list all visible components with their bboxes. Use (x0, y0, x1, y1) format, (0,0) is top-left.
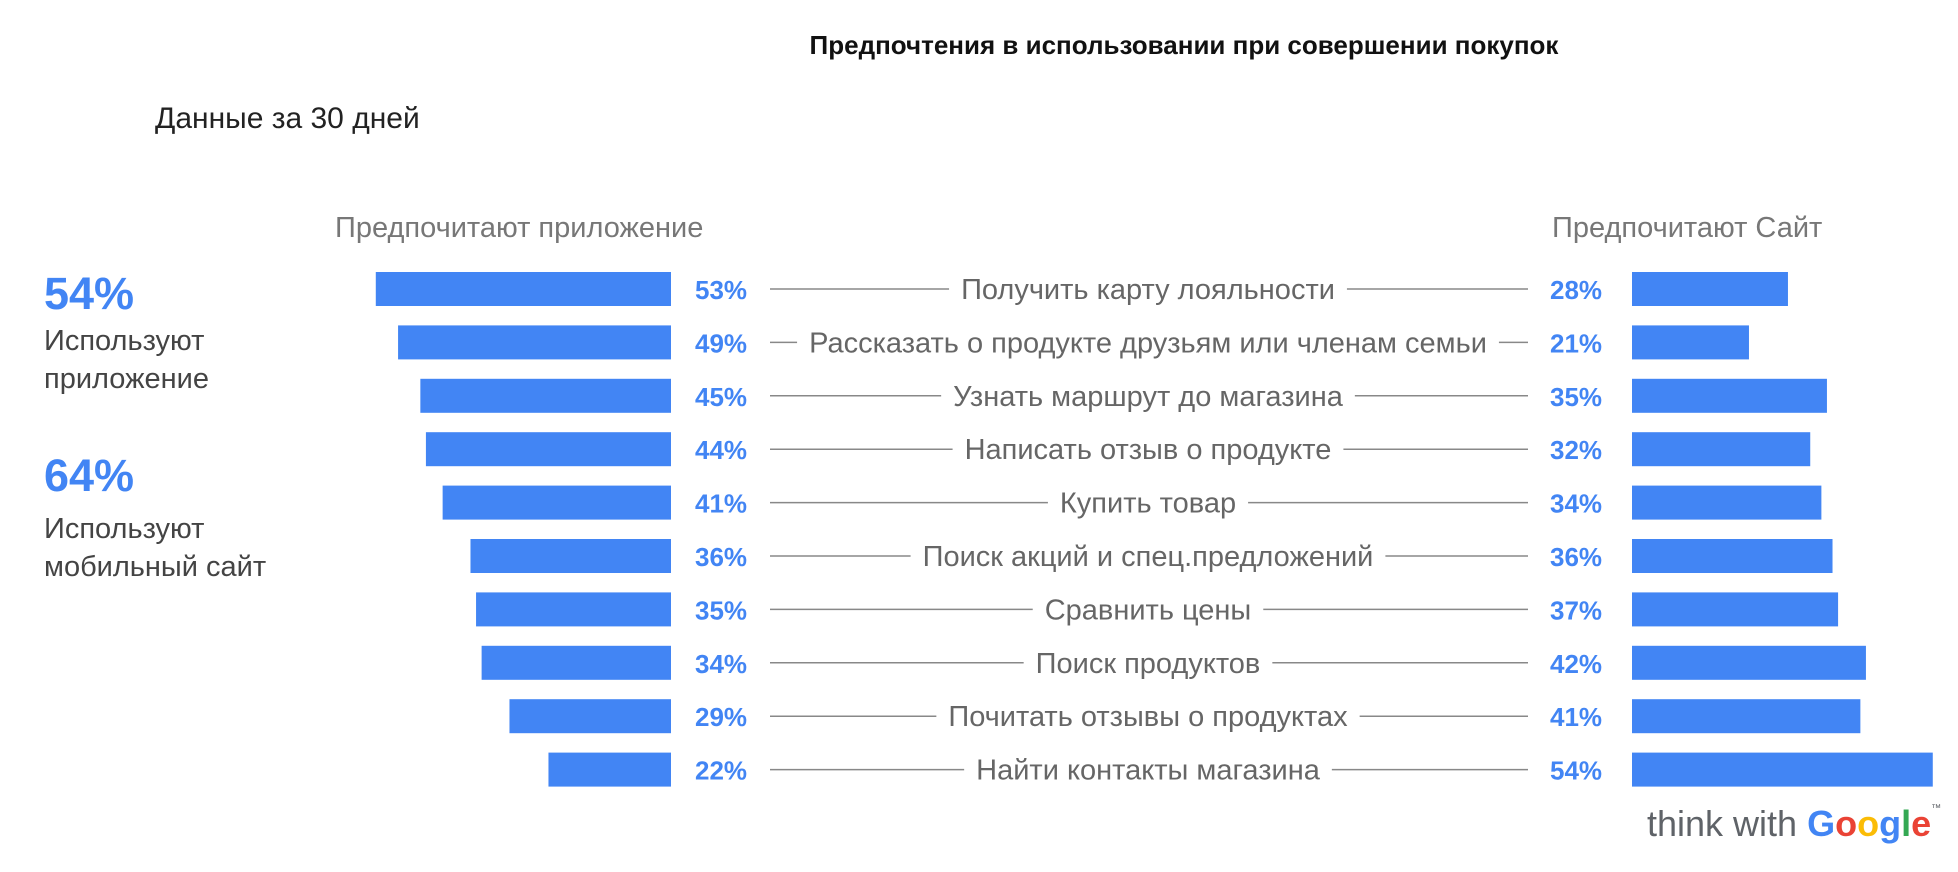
logo-google: Google (1807, 803, 1931, 844)
category-label: Купить товар (1060, 488, 1236, 520)
site-preference-value-label: 28% (1550, 275, 1602, 305)
app-preference-bar (375, 272, 671, 306)
category-label: Сравнить цены (1045, 594, 1252, 626)
site-preference-value-label: 36% (1550, 542, 1602, 572)
site-preference-bar (1632, 325, 1749, 360)
site-preference-value-label: 32% (1550, 435, 1602, 465)
site-preference-bar (1632, 752, 1933, 787)
category-label: Поиск продуктов (1036, 648, 1261, 680)
app-preference-value-label: 45% (695, 382, 747, 412)
app-preference-bar (509, 699, 671, 734)
logo-letter: o (1835, 803, 1858, 844)
site-preference-value-label: 42% (1550, 649, 1602, 679)
app-usage-label-line1: Используют (44, 325, 205, 357)
category-label: Получить карту лояльности (961, 274, 1335, 306)
app-preference-bar (420, 378, 671, 413)
app-preference-value-label: 44% (695, 435, 747, 465)
think-with-google-logo: think with Google™ (1647, 803, 1941, 845)
site-preference-bar (1632, 539, 1833, 573)
app-preference-value-label: 29% (695, 702, 747, 732)
site-preference-bar (1632, 645, 1866, 680)
app-usage-percent: 54% (44, 268, 135, 319)
left-column-header: Предпочитают приложение (335, 212, 704, 244)
site-preference-value-label: 54% (1550, 756, 1602, 786)
app-preference-bar (398, 325, 671, 360)
site-usage-percent: 64% (44, 450, 135, 501)
category-label: Написать отзыв о продукте (965, 434, 1332, 466)
chart-subtitle: Данные за 30 дней (155, 102, 420, 135)
logo-think-with: think with (1647, 803, 1798, 844)
site-preference-bar (1632, 699, 1861, 734)
app-preference-value-label: 35% (695, 595, 747, 625)
logo-letter: l (1901, 803, 1912, 844)
logo-trademark: ™ (1931, 803, 1942, 814)
app-preference-bar (481, 645, 671, 680)
app-preference-bar (476, 592, 671, 627)
logo-letter: e (1911, 803, 1932, 844)
site-preference-value-label: 37% (1550, 595, 1602, 625)
app-preference-bar (470, 539, 671, 573)
app-preference-value-label: 41% (695, 489, 747, 519)
app-preference-value-label: 53% (695, 275, 747, 305)
category-label: Найти контакты магазина (976, 755, 1321, 787)
site-preference-value-label: 21% (1550, 328, 1602, 358)
site-preference-bar (1632, 272, 1788, 306)
category-label: Поиск акций и спец.предложений (923, 541, 1374, 573)
logo-letter: G (1807, 803, 1836, 844)
site-usage-label: Используют мобильный сайт (44, 510, 364, 586)
logo-letter: g (1879, 803, 1902, 844)
app-preference-value-label: 36% (695, 542, 747, 572)
site-preference-bar (1632, 432, 1811, 467)
logo-letter: o (1857, 803, 1880, 844)
right-column-header: Предпочитают Сайт (1552, 212, 1823, 244)
app-usage-label-line2: приложение (44, 363, 209, 395)
app-preference-bar (548, 752, 671, 787)
app-preference-value-label: 34% (695, 649, 747, 679)
category-label: Узнать маршрут до магазина (953, 381, 1344, 413)
app-preference-bar (425, 432, 671, 467)
site-preference-value-label: 34% (1550, 489, 1602, 519)
app-preference-bar (442, 485, 671, 520)
category-label: Почитать отзывы о продуктах (948, 701, 1348, 733)
site-preference-value-label: 35% (1550, 382, 1602, 412)
site-usage-label-line1: Используют (44, 513, 205, 545)
site-preference-value-label: 41% (1550, 702, 1602, 732)
category-label: Рассказать о продукте друзьям или членам… (809, 327, 1487, 359)
site-usage-label-line2: мобильный сайт (44, 551, 267, 583)
chart-title: Предпочтения в использовании при соверше… (809, 30, 1559, 60)
site-preference-bar (1632, 485, 1822, 520)
app-preference-value-label: 49% (695, 328, 747, 358)
app-preference-value-label: 22% (695, 756, 747, 786)
site-preference-bar (1632, 378, 1827, 413)
site-preference-bar (1632, 592, 1839, 627)
app-usage-label: Используют приложение (44, 322, 364, 398)
